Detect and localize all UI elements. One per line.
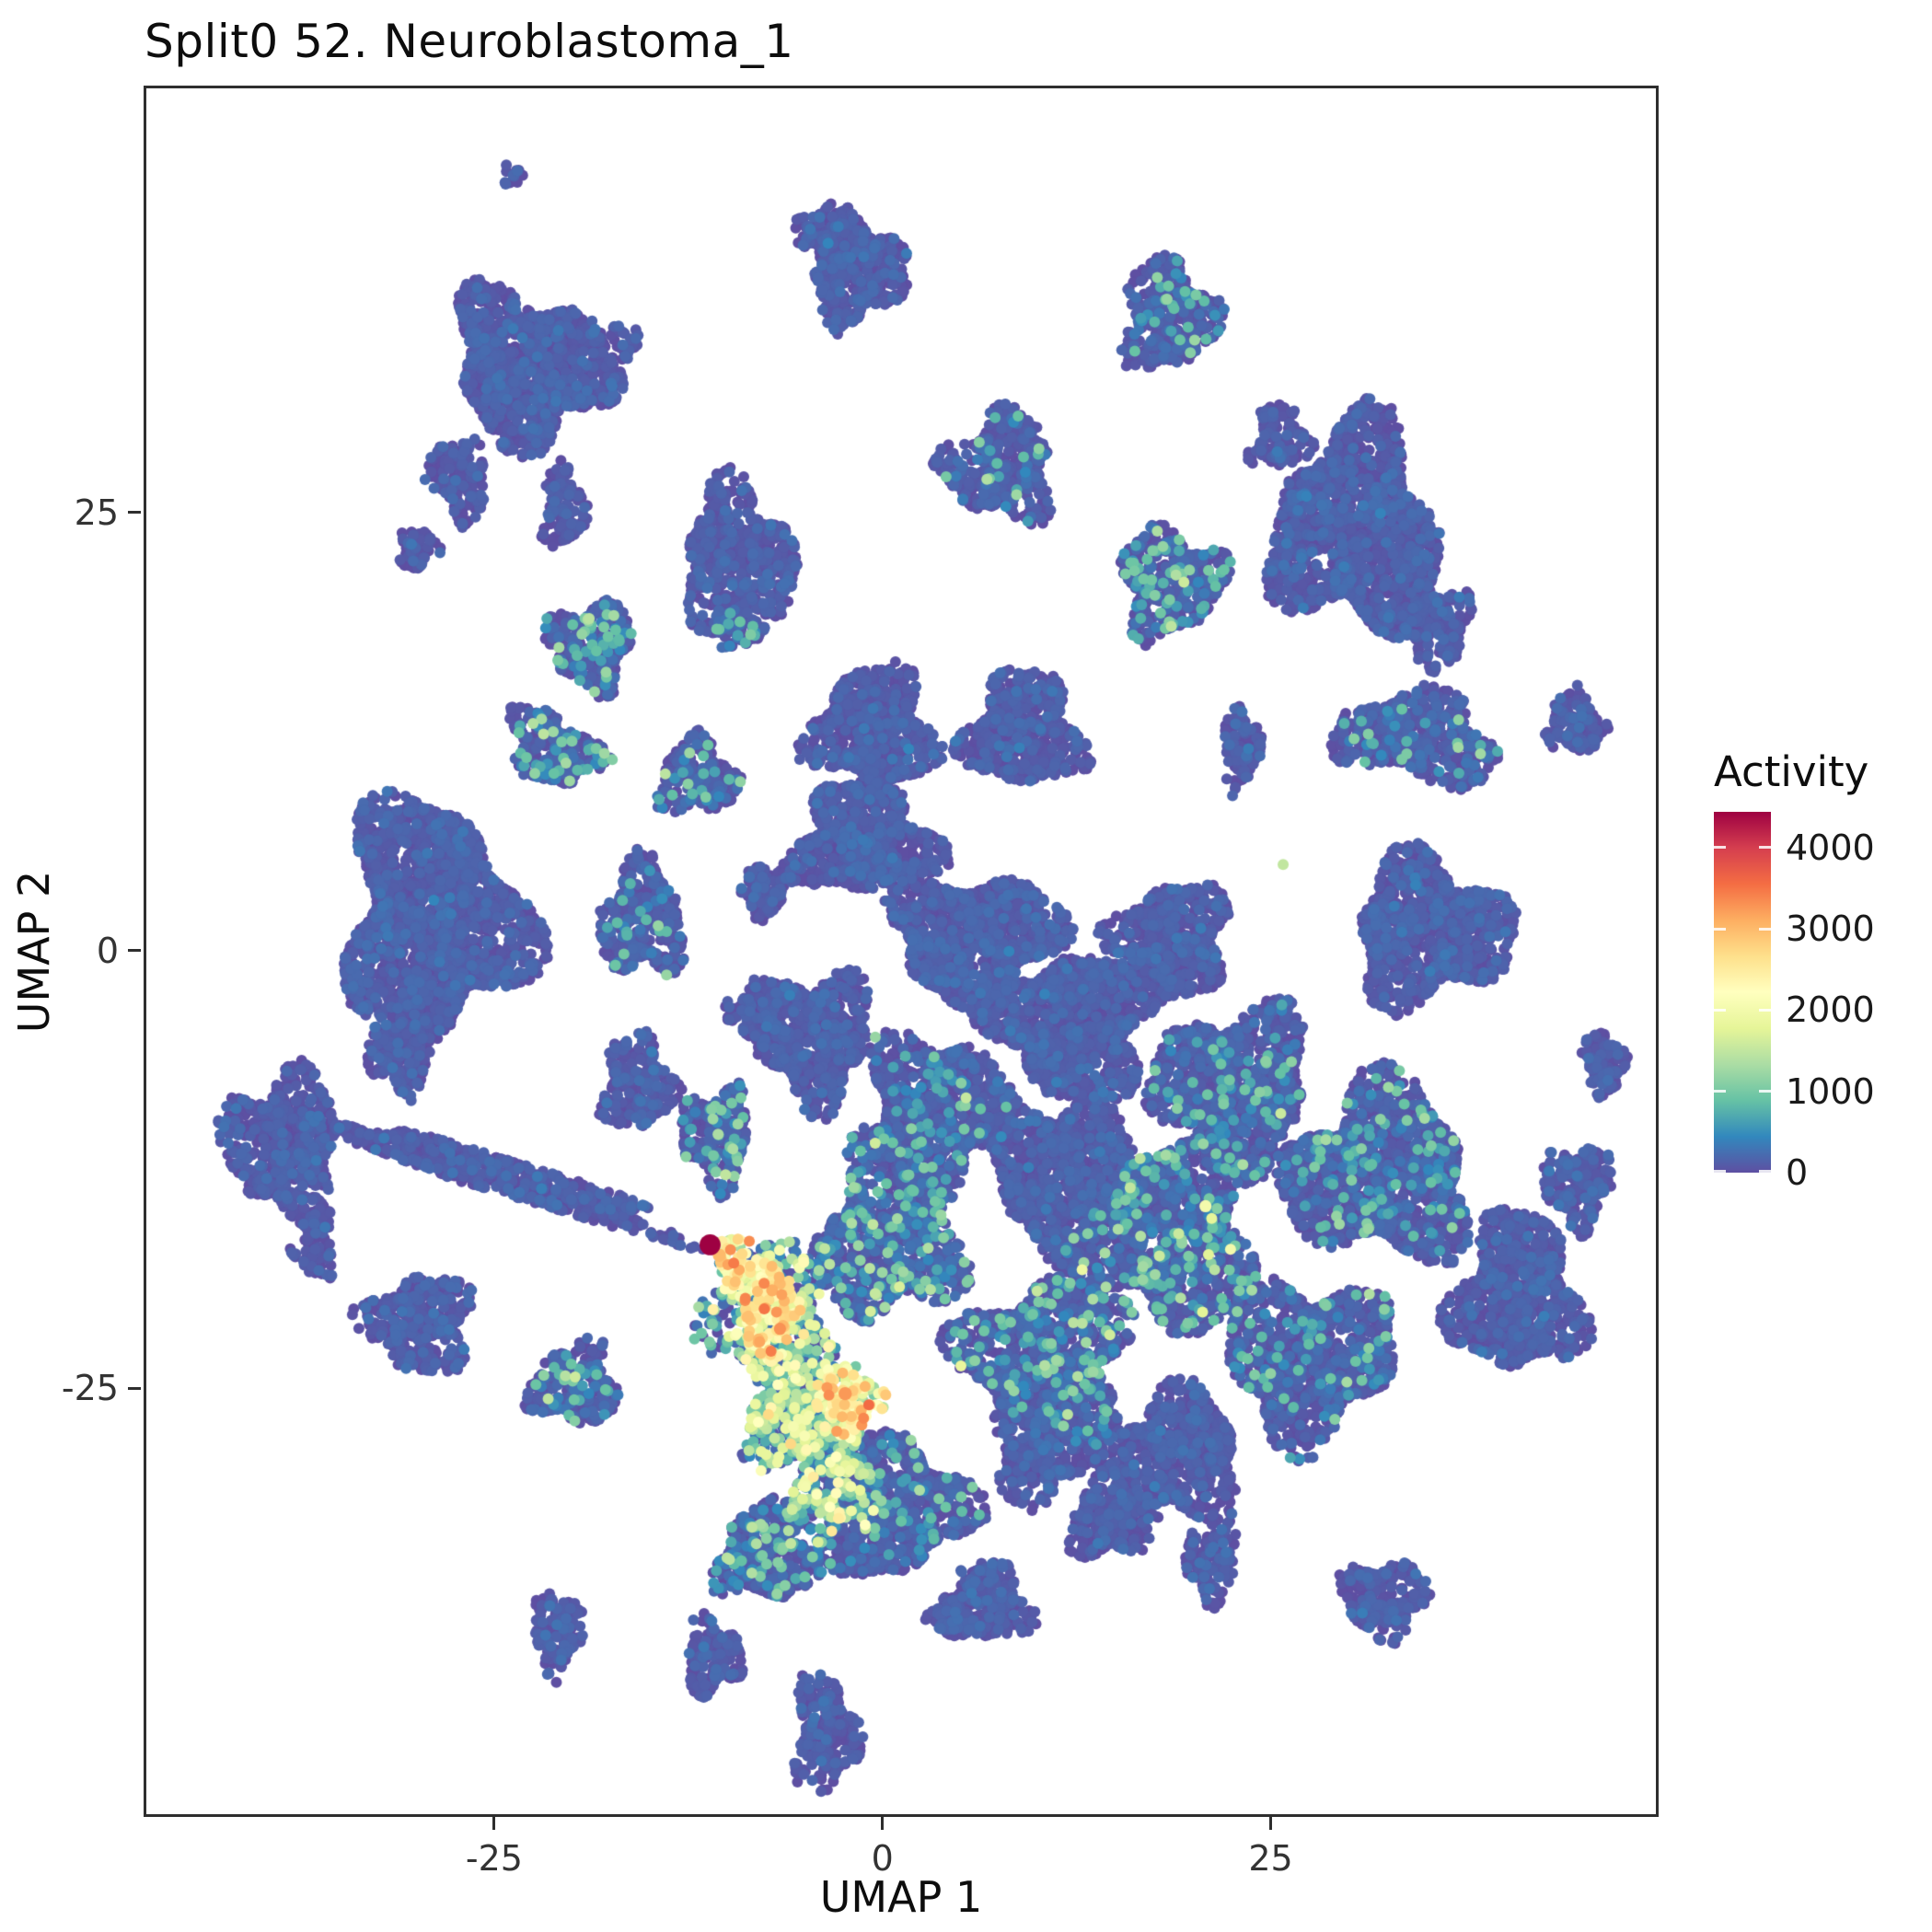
colorbar-tick-label: 3000 (1786, 908, 1875, 950)
y-tick-label: -25 (61, 1368, 119, 1409)
colorbar-tick-label: 0 (1786, 1152, 1809, 1193)
y-tick-mark (128, 949, 141, 953)
x-tick-label: -25 (465, 1838, 523, 1879)
legend-title: Activity (1714, 747, 1869, 796)
colorbar-tick-mark (1759, 927, 1771, 931)
x-axis-label: UMAP 1 (819, 1872, 983, 1922)
y-tick-mark (128, 511, 141, 515)
colorbar-tick-label: 4000 (1786, 827, 1875, 868)
plot-panel (144, 86, 1659, 1817)
x-tick-label: 25 (1248, 1838, 1293, 1879)
plot-title: Split0 52. Neuroblastoma_1 (145, 15, 794, 68)
y-tick-label: 0 (96, 930, 119, 971)
colorbar-tick-label: 2000 (1786, 989, 1875, 1031)
colorbar-tick-mark (1714, 1008, 1726, 1012)
x-tick-mark (492, 1817, 496, 1830)
scatter-canvas (146, 88, 1656, 1814)
colorbar-tick-mark (1714, 1090, 1726, 1093)
x-tick-label: 0 (871, 1838, 894, 1879)
colorbar-tick-mark (1759, 1008, 1771, 1012)
y-tick-label: 25 (74, 492, 119, 533)
colorbar-tick-mark (1714, 1170, 1726, 1173)
colorbar-tick-mark (1759, 1170, 1771, 1173)
colorbar-tick-label: 1000 (1786, 1070, 1875, 1112)
colorbar-tick-mark (1759, 846, 1771, 850)
colorbar-tick-mark (1714, 846, 1726, 850)
y-axis-label: UMAP 2 (9, 870, 60, 1033)
y-tick-mark (128, 1386, 141, 1390)
x-tick-mark (1269, 1817, 1273, 1830)
colorbar-tick-mark (1759, 1090, 1771, 1093)
colorbar (1714, 812, 1771, 1173)
x-tick-mark (881, 1817, 885, 1830)
y-axis-label-wrap: UMAP 2 (0, 88, 68, 1814)
colorbar-tick-mark (1714, 927, 1726, 931)
